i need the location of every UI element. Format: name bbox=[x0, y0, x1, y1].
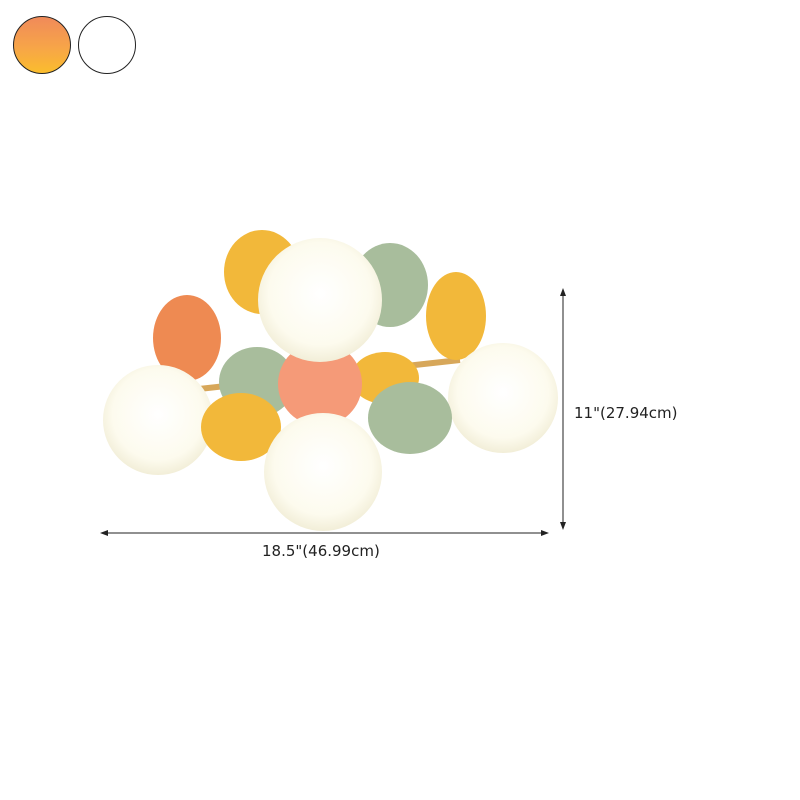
width-dimension-line bbox=[100, 530, 549, 536]
width-label: 18.5"(46.99cm) bbox=[262, 542, 380, 560]
globe bbox=[103, 365, 213, 475]
chandelier bbox=[103, 230, 558, 531]
globe bbox=[448, 343, 558, 453]
height-label: 11"(27.94cm) bbox=[574, 404, 678, 422]
disc bbox=[153, 295, 221, 381]
disc bbox=[368, 382, 452, 454]
disc bbox=[201, 393, 281, 461]
height-dimension-line bbox=[560, 288, 566, 530]
globe bbox=[264, 413, 382, 531]
disc bbox=[426, 272, 486, 360]
disc bbox=[278, 342, 362, 426]
globe bbox=[258, 238, 382, 362]
color-option-warm[interactable] bbox=[13, 16, 71, 74]
color-option-white[interactable] bbox=[78, 16, 136, 74]
